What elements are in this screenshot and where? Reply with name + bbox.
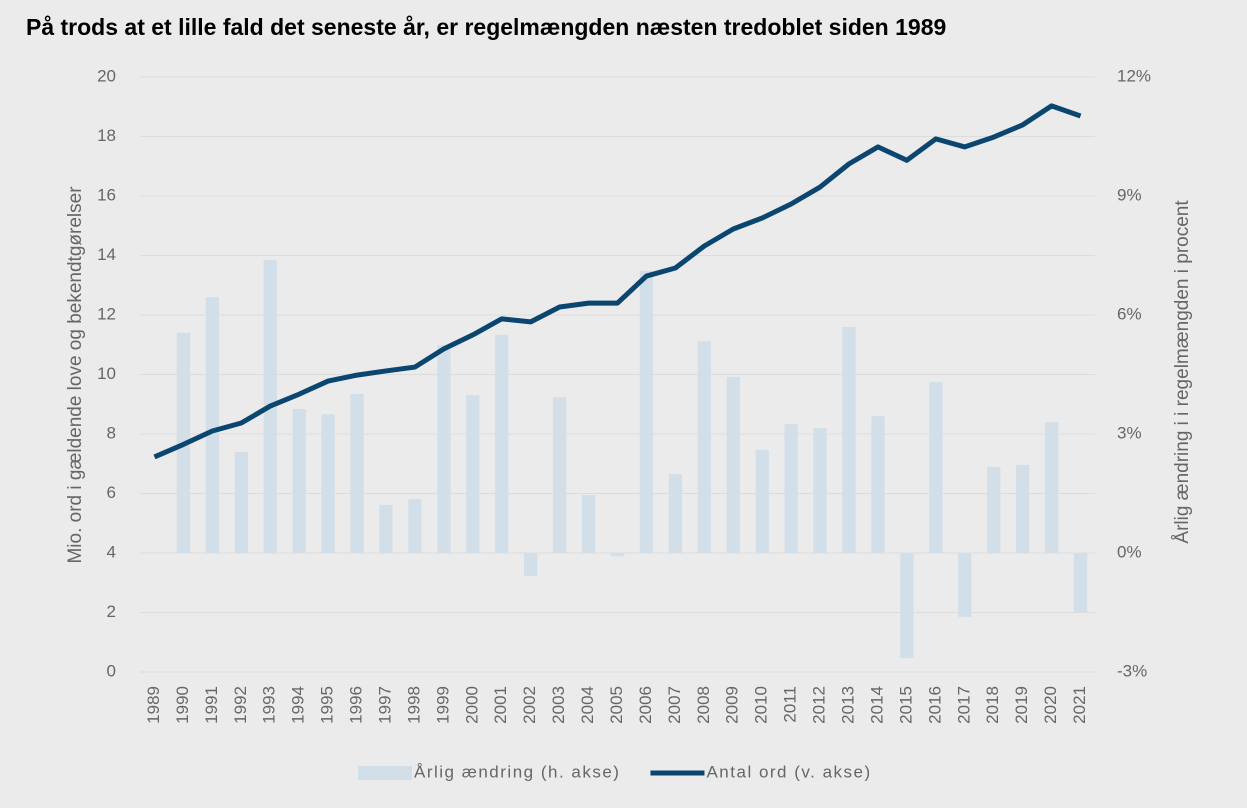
x-tick-label: 2021 [1070, 686, 1089, 724]
x-tick-label: 1994 [289, 686, 308, 724]
bar [871, 416, 885, 553]
bar [321, 414, 335, 553]
y-tick-label: 10 [97, 364, 116, 383]
bar [524, 553, 538, 577]
bar [755, 449, 769, 553]
bar [900, 553, 914, 659]
y-tick-label: 20 [97, 66, 116, 85]
bar [610, 553, 625, 557]
x-tick-label: 2001 [491, 686, 510, 724]
x-tick-label: 2007 [665, 686, 684, 724]
x-tick-label: 1992 [231, 686, 250, 724]
bar [466, 395, 480, 553]
bar [842, 326, 856, 553]
x-tick-label: 2016 [925, 686, 944, 724]
x-tick-label: 2013 [838, 686, 857, 724]
y-tick-label: 0 [107, 661, 116, 680]
bar [234, 451, 248, 553]
x-tick-label: 1990 [173, 686, 192, 724]
y-axis-label: Mio. ord i gældende love og bekendtgørel… [65, 186, 86, 564]
x-tick-label: 1993 [260, 686, 279, 724]
y2-tick-label: -3% [1117, 661, 1147, 680]
y2-tick-label: 9% [1117, 185, 1142, 204]
bar [784, 424, 798, 553]
y2-tick-label: 3% [1117, 423, 1142, 442]
bar [379, 505, 393, 553]
x-tick-label: 2002 [520, 686, 539, 724]
x-tick-label: 1997 [375, 686, 394, 724]
bar [1015, 464, 1030, 553]
bar [697, 341, 711, 553]
x-tick-label: 1989 [144, 686, 163, 724]
bar [726, 376, 740, 553]
y2-tick-label: 12% [1117, 66, 1151, 85]
x-tick-label: 2011 [781, 686, 800, 723]
bar [408, 499, 422, 553]
y2-axis-label: Årlig ændring i i regelmængden i procent [1172, 200, 1193, 544]
x-tick-label: 2019 [1012, 686, 1031, 724]
y-tick-label: 12 [97, 304, 116, 323]
y-tick-label: 8 [107, 423, 116, 442]
legend-swatch [358, 766, 412, 780]
legend-label: Årlig ændring (h. akse) [414, 762, 620, 781]
x-tick-label: 2004 [578, 686, 597, 724]
bar [958, 553, 972, 617]
x-tick-label: 2015 [896, 686, 915, 724]
bar [668, 474, 683, 553]
x-tick-label: 2008 [694, 686, 713, 724]
line [153, 103, 1082, 460]
bar [987, 466, 1001, 553]
y-tick-label: 4 [107, 542, 116, 561]
y2-tick-label: 6% [1117, 304, 1142, 323]
y-tick-label: 14 [97, 245, 116, 264]
bar [1073, 553, 1088, 613]
bar [639, 270, 654, 553]
x-tick-label: 1999 [433, 686, 452, 724]
x-tick-label: 2020 [1041, 686, 1060, 724]
bar [350, 393, 364, 553]
x-tick-label: 1996 [347, 686, 366, 724]
bar [813, 428, 827, 553]
x-tick-label: 1995 [318, 686, 337, 724]
x-tick-label: 2005 [607, 686, 626, 724]
y-tick-label: 18 [97, 126, 116, 145]
y-tick-label: 6 [107, 483, 116, 502]
bar [581, 495, 596, 553]
bar [1044, 422, 1059, 553]
bar [929, 382, 943, 553]
bar [437, 345, 451, 553]
x-tick-label: 2017 [954, 686, 973, 724]
bar [552, 397, 567, 553]
x-tick-label: 2014 [867, 686, 886, 724]
y-tick-label: 2 [107, 602, 116, 621]
y2-tick-label: 0% [1117, 542, 1142, 561]
bar [495, 334, 509, 553]
x-tick-label: 2012 [810, 686, 829, 724]
bar [292, 409, 306, 553]
x-tick-label: 1998 [404, 686, 423, 724]
chart-title: På trods at et lille fald det seneste år… [26, 14, 946, 40]
x-tick-label: 2000 [462, 686, 481, 724]
bar [205, 297, 220, 553]
y-tick-label: 16 [97, 185, 116, 204]
legend-label: Antal ord (v. akse) [706, 762, 871, 781]
x-tick-label: 2006 [636, 686, 655, 724]
x-tick-label: 2009 [723, 686, 742, 724]
x-tick-label: 2010 [752, 686, 771, 724]
x-tick-label: 2003 [549, 686, 568, 724]
x-tick-label: 2018 [983, 686, 1002, 724]
x-tick-label: 1991 [202, 686, 221, 724]
